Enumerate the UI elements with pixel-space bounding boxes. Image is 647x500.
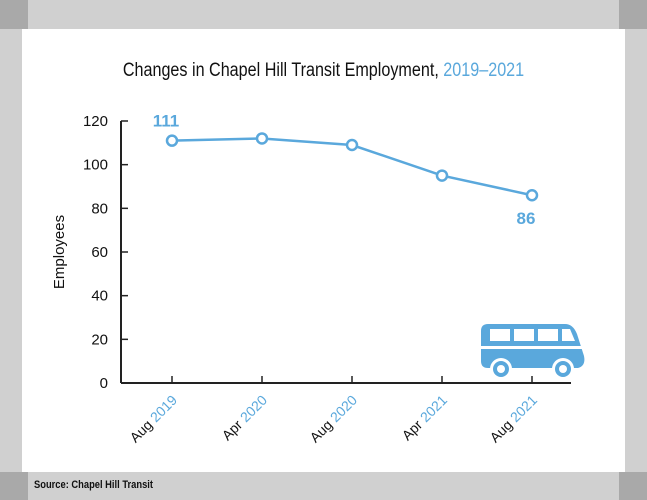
x-tick-label: Apr 2021 xyxy=(399,392,451,444)
data-label: 111 xyxy=(153,112,180,131)
x-tick-label: Apr 2020 xyxy=(219,392,271,444)
top-band xyxy=(0,0,647,29)
y-axis-label: Employees xyxy=(51,215,68,289)
bottom-band xyxy=(0,472,647,500)
right-band xyxy=(625,0,647,500)
chart-title: Changes in Chapel Hill Transit Employmen… xyxy=(49,60,599,82)
corner xyxy=(0,0,28,29)
left-band xyxy=(0,0,22,500)
y-tick-label: 60 xyxy=(91,244,108,261)
bus-icon xyxy=(481,324,585,380)
data-point xyxy=(255,132,269,145)
data-point xyxy=(165,134,179,147)
y-tick-label: 40 xyxy=(91,288,108,305)
data-label: 86 xyxy=(517,209,536,228)
corner xyxy=(619,472,647,500)
data-point xyxy=(345,138,359,152)
y-tick-label: 100 xyxy=(83,157,108,174)
y-tick-label: 120 xyxy=(83,113,108,130)
y-tick-label: 0 xyxy=(100,375,108,392)
title-accent: 2019–2021 xyxy=(443,60,525,81)
y-tick-label: 20 xyxy=(91,331,108,348)
corner xyxy=(0,472,28,500)
corner xyxy=(619,0,647,29)
title-main: Changes in Chapel Hill Transit Employmen… xyxy=(122,60,444,81)
x-tick-label: Aug 2020 xyxy=(306,392,360,446)
data-point xyxy=(435,169,449,182)
x-tick-label: Aug 2021 xyxy=(486,392,540,446)
source-note: Source: Chapel Hill Transit xyxy=(34,479,153,491)
y-tick-label: 80 xyxy=(91,200,108,217)
data-point xyxy=(525,188,539,202)
x-tick-label: Aug 2019 xyxy=(126,392,180,446)
